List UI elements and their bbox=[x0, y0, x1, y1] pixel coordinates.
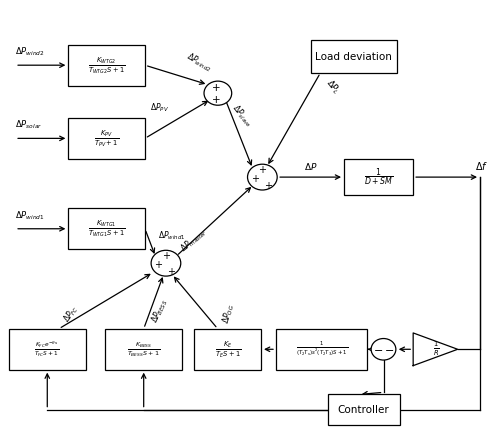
Text: +: + bbox=[212, 95, 221, 105]
Text: $\frac{1}{(T_2T_s)s^2(T_2T_3)S+1}$: $\frac{1}{(T_2T_s)s^2(T_2T_3)S+1}$ bbox=[296, 340, 348, 358]
Bar bbox=[68, 118, 145, 159]
Circle shape bbox=[371, 338, 396, 360]
Bar bbox=[276, 329, 368, 370]
Text: $\Delta P_{OG}$: $\Delta P_{OG}$ bbox=[220, 302, 238, 324]
Text: $\Delta P_{master}$: $\Delta P_{master}$ bbox=[178, 226, 210, 255]
Text: +: + bbox=[212, 83, 221, 93]
Text: $\Delta P_{FC}$: $\Delta P_{FC}$ bbox=[61, 302, 82, 324]
Bar bbox=[328, 395, 400, 425]
Text: Load deviation: Load deviation bbox=[316, 51, 392, 61]
Text: +: + bbox=[167, 266, 175, 276]
Text: $\Delta f$: $\Delta f$ bbox=[475, 160, 488, 172]
Bar bbox=[68, 45, 145, 85]
Text: $\frac{K_{WTG1}}{T_{WTG1}S+1}$: $\frac{K_{WTG1}}{T_{WTG1}S+1}$ bbox=[88, 218, 126, 239]
Circle shape bbox=[204, 81, 232, 105]
Bar bbox=[106, 329, 182, 370]
Text: +: + bbox=[264, 181, 272, 191]
Text: $\Delta P_L$: $\Delta P_L$ bbox=[323, 77, 342, 97]
Text: $\Delta P_{wind1}$: $\Delta P_{wind1}$ bbox=[15, 209, 45, 222]
Text: $\Delta P$: $\Delta P$ bbox=[304, 161, 318, 172]
Circle shape bbox=[248, 164, 277, 190]
Text: $\frac{K_E}{T_E S+1}$: $\frac{K_E}{T_E S+1}$ bbox=[214, 339, 241, 360]
Text: $\Delta P_{solar}$: $\Delta P_{solar}$ bbox=[15, 119, 42, 132]
Text: $\frac{K_{FC}e^{-\theta s}}{T_{FC}S+1}$: $\frac{K_{FC}e^{-\theta s}}{T_{FC}S+1}$ bbox=[34, 340, 60, 359]
Text: +: + bbox=[154, 260, 162, 270]
Text: $\frac{1}{R}$: $\frac{1}{R}$ bbox=[433, 340, 440, 358]
Bar bbox=[344, 159, 413, 195]
Text: $\Delta P_{BESS}$: $\Delta P_{BESS}$ bbox=[148, 296, 171, 324]
Text: $\Delta P_{PV}$: $\Delta P_{PV}$ bbox=[150, 101, 169, 114]
Text: $\Delta P_{wind1}$: $\Delta P_{wind1}$ bbox=[158, 229, 185, 242]
Circle shape bbox=[151, 250, 181, 276]
Text: $\frac{K_{BESS}}{T_{BESS}S+1}$: $\frac{K_{BESS}}{T_{BESS}S+1}$ bbox=[127, 340, 160, 359]
Text: +: + bbox=[251, 174, 259, 184]
Polygon shape bbox=[413, 333, 458, 366]
Bar bbox=[9, 329, 86, 370]
Text: $-$: $-$ bbox=[384, 344, 394, 354]
Text: +: + bbox=[162, 251, 170, 261]
Text: $\frac{1}{D+SM}$: $\frac{1}{D+SM}$ bbox=[364, 167, 393, 188]
Text: $\frac{K_{WTG2}}{T_{WTG2}S+1}$: $\frac{K_{WTG2}}{T_{WTG2}S+1}$ bbox=[88, 55, 126, 75]
Text: $-$: $-$ bbox=[373, 344, 383, 354]
Text: $\Delta P_{wind2}$: $\Delta P_{wind2}$ bbox=[184, 51, 214, 75]
Text: $\Delta P_{slave}$: $\Delta P_{slave}$ bbox=[228, 102, 254, 129]
Text: $\Delta P_{wind2}$: $\Delta P_{wind2}$ bbox=[15, 46, 45, 58]
Text: Controller: Controller bbox=[338, 405, 390, 415]
Bar bbox=[194, 329, 261, 370]
Bar bbox=[310, 41, 397, 73]
Text: $\frac{K_{PV}}{T_{PV}+1}$: $\frac{K_{PV}}{T_{PV}+1}$ bbox=[94, 128, 119, 149]
Text: +: + bbox=[258, 165, 266, 175]
Bar bbox=[68, 208, 145, 249]
